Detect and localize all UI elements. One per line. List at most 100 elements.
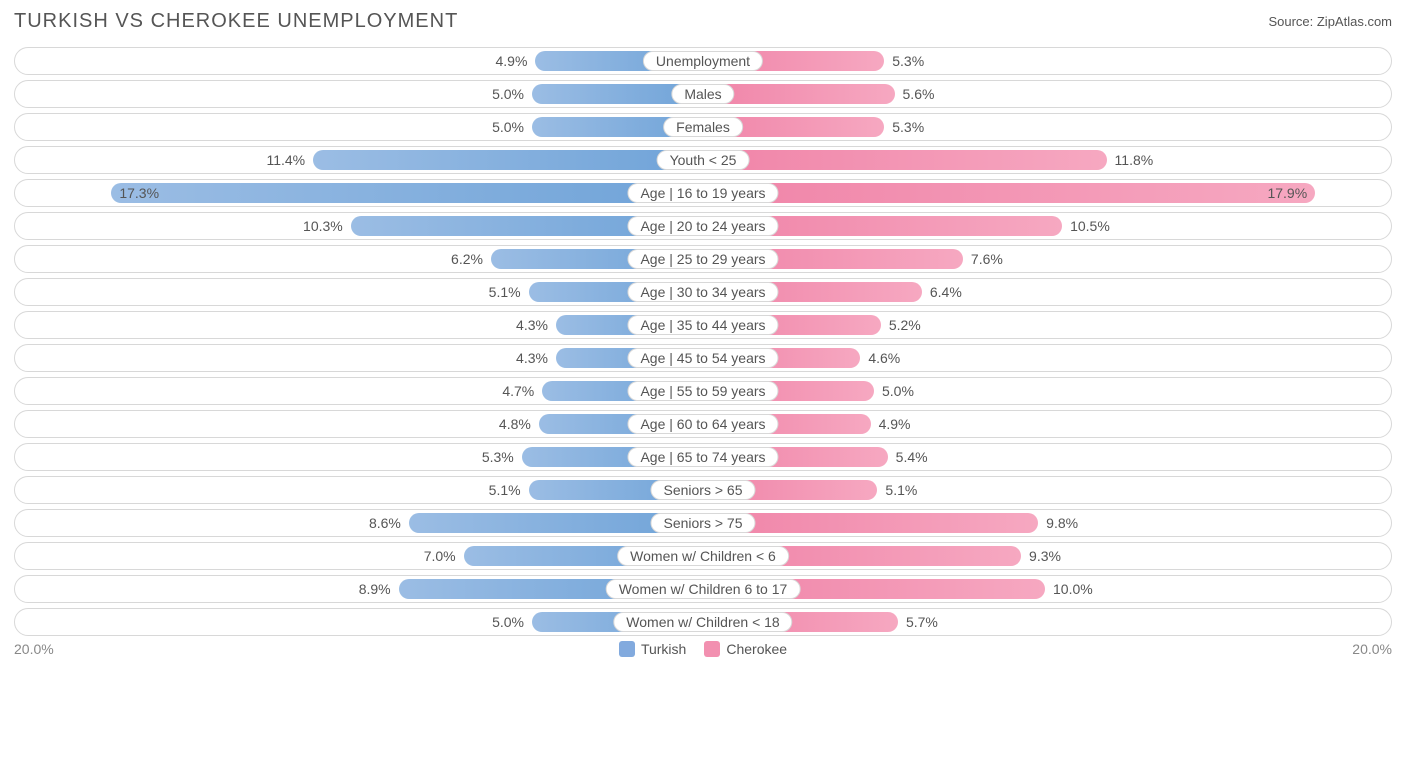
turkish-value: 4.3% [516, 317, 548, 333]
right-half: 5.2% [703, 315, 1387, 335]
turkish-value: 10.3% [303, 218, 343, 234]
cherokee-value: 4.6% [868, 350, 900, 366]
chart-row: 10.3%10.5%Age | 20 to 24 years [14, 212, 1392, 240]
turkish-value: 4.3% [516, 350, 548, 366]
category-label: Age | 16 to 19 years [627, 183, 778, 203]
turkish-value: 8.9% [359, 581, 391, 597]
right-half: 9.8% [703, 513, 1387, 533]
category-label: Youth < 25 [657, 150, 750, 170]
cherokee-value: 5.0% [882, 383, 914, 399]
category-label: Seniors > 75 [651, 513, 756, 533]
chart-row: 4.9%5.3%Unemployment [14, 47, 1392, 75]
category-label: Age | 55 to 59 years [627, 381, 778, 401]
right-half: 10.5% [703, 216, 1387, 236]
chart-source: Source: ZipAtlas.com [1268, 14, 1392, 29]
category-label: Women w/ Children < 18 [613, 612, 792, 632]
cherokee-value: 11.8% [1115, 152, 1154, 168]
left-half: 11.4% [19, 150, 703, 170]
chart-title: TURKISH VS CHEROKEE UNEMPLOYMENT [14, 10, 458, 33]
turkish-bar: 11.4% [313, 150, 703, 170]
right-half: 5.0% [703, 381, 1387, 401]
cherokee-value: 7.6% [971, 251, 1003, 267]
chart-row: 5.3%5.4%Age | 65 to 74 years [14, 443, 1392, 471]
axis-right-max: 20.0% [1352, 641, 1392, 657]
left-half: 8.9% [19, 579, 703, 599]
cherokee-value: 5.2% [889, 317, 921, 333]
cherokee-value: 5.1% [885, 482, 917, 498]
cherokee-bar: 17.9% [703, 183, 1315, 203]
right-half: 11.8% [703, 150, 1387, 170]
turkish-value: 8.6% [369, 515, 401, 531]
legend-swatch-cherokee [704, 641, 720, 657]
chart-row: 5.1% 5.1% Seniors > 65 [14, 476, 1392, 504]
chart-footer: 20.0% Turkish Cherokee 20.0% [14, 641, 1392, 657]
turkish-value: 5.0% [492, 614, 524, 630]
category-label: Age | 35 to 44 years [627, 315, 778, 335]
left-half: 10.3% [19, 216, 703, 236]
category-label: Women w/ Children < 6 [617, 546, 789, 566]
right-half: 5.7% [703, 612, 1387, 632]
category-label: Seniors > 65 [651, 480, 756, 500]
left-half: 5.3% [19, 447, 703, 467]
category-label: Age | 30 to 34 years [627, 282, 778, 302]
cherokee-value: 4.9% [879, 416, 911, 432]
chart-row: 4.3% 4.6% Age | 45 to 54 years [14, 344, 1392, 372]
chart-row: 5.1% 6.4% Age | 30 to 34 years [14, 278, 1392, 306]
left-half: 4.8% [19, 414, 703, 434]
turkish-value: 6.2% [451, 251, 483, 267]
left-half: 4.9% [19, 51, 703, 71]
chart-row: 6.2% 7.6% Age | 25 to 29 years [14, 245, 1392, 273]
left-half: 4.3% [19, 348, 703, 368]
legend-item-turkish: Turkish [619, 641, 686, 657]
left-half: 5.0% [19, 117, 703, 137]
chart-row: 8.6% 9.8% Seniors > 75 [14, 509, 1392, 537]
turkish-value: 4.7% [502, 383, 534, 399]
category-label: Age | 25 to 29 years [627, 249, 778, 269]
cherokee-value: 5.3% [892, 119, 924, 135]
right-half: 9.3% [703, 546, 1387, 566]
right-half: 10.0% [703, 579, 1387, 599]
turkish-value: 11.4% [266, 152, 305, 168]
chart-row: 5.0% 5.3% Females [14, 113, 1392, 141]
legend-item-cherokee: Cherokee [704, 641, 787, 657]
category-label: Unemployment [643, 51, 763, 71]
chart-row: 4.3% 5.2% Age | 35 to 44 years [14, 311, 1392, 339]
legend-label-turkish: Turkish [641, 641, 686, 657]
left-half: 5.0% [19, 84, 703, 104]
turkish-value: 17.3% [119, 185, 159, 201]
left-half: 5.1% [19, 282, 703, 302]
category-label: Age | 45 to 54 years [627, 348, 778, 368]
cherokee-value: 9.8% [1046, 515, 1078, 531]
chart-row: 8.9% 10.0% Women w/ Children 6 to 17 [14, 575, 1392, 603]
turkish-value: 5.3% [482, 449, 514, 465]
turkish-value: 4.8% [499, 416, 531, 432]
turkish-value: 5.0% [492, 86, 524, 102]
chart-row: 4.7% 5.0% Age | 55 to 59 years [14, 377, 1392, 405]
category-label: Females [663, 117, 743, 137]
chart-header: TURKISH VS CHEROKEE UNEMPLOYMENT Source:… [14, 10, 1392, 33]
chart-row: 5.0% 5.7%Women w/ Children < 18 [14, 608, 1392, 636]
category-label: Age | 60 to 64 years [627, 414, 778, 434]
right-half: 4.9% [703, 414, 1387, 434]
category-label: Males [671, 84, 734, 104]
chart-row: 4.8% 4.9% Age | 60 to 64 years [14, 410, 1392, 438]
cherokee-value: 9.3% [1029, 548, 1061, 564]
right-half: 5.6% [703, 84, 1387, 104]
turkish-value: 4.9% [496, 53, 528, 69]
chart-row: 5.0% 5.6% Males [14, 80, 1392, 108]
right-half: 5.4% [703, 447, 1387, 467]
cherokee-bar: 11.8% [703, 150, 1107, 170]
cherokee-value: 5.4% [896, 449, 928, 465]
right-half: 4.6% [703, 348, 1387, 368]
left-half: 6.2% [19, 249, 703, 269]
category-label: Women w/ Children 6 to 17 [606, 579, 801, 599]
cherokee-value: 10.0% [1053, 581, 1093, 597]
turkish-value: 5.0% [492, 119, 524, 135]
chart-row: 11.4%11.8%Youth < 25 [14, 146, 1392, 174]
cherokee-value: 5.6% [903, 86, 935, 102]
legend: Turkish Cherokee [619, 641, 787, 657]
cherokee-value: 6.4% [930, 284, 962, 300]
turkish-value: 5.1% [489, 482, 521, 498]
turkish-value: 5.1% [489, 284, 521, 300]
left-half: 7.0% [19, 546, 703, 566]
